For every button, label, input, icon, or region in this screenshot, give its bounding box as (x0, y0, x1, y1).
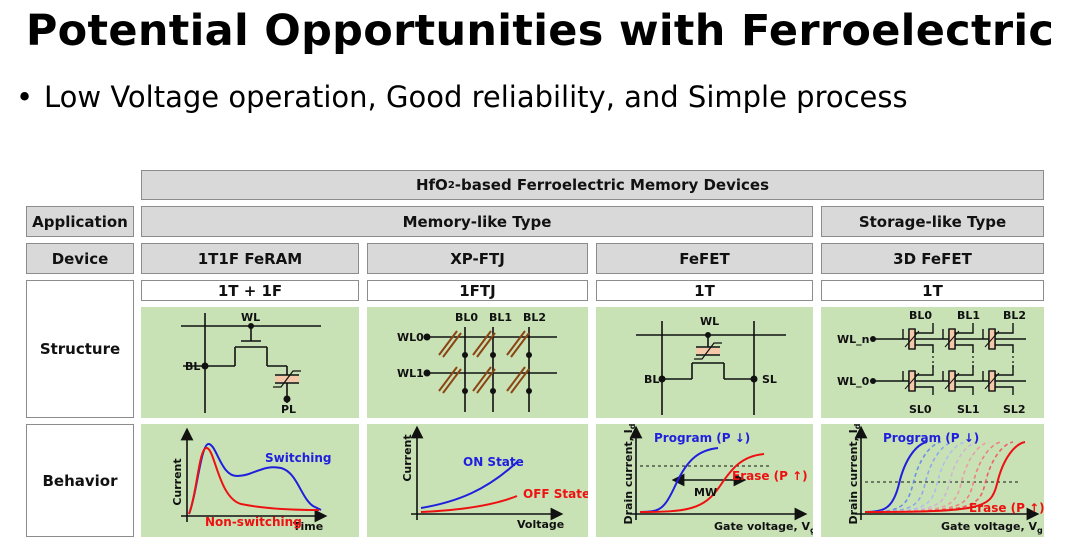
fefet3d-cell (942, 365, 974, 395)
feram-nonswitching-curve (188, 446, 320, 515)
fefet3d-bl2-label: BL2 (1003, 309, 1026, 322)
application-memory-like: Memory-like Type (141, 206, 813, 237)
device-config-3dfefet: 1T (821, 280, 1044, 301)
structure-fefet-panel: WL BL SL (596, 307, 813, 418)
ftj-bl1-label: BL1 (489, 311, 512, 324)
row-label-structure: Structure (26, 280, 134, 418)
row-label-behavior: Behavior (26, 424, 134, 537)
structure-feram-diagram: WL BL PL (181, 311, 321, 416)
fefet-mw-label: MW (694, 486, 717, 499)
device-name-xpftj: XP-FTJ (367, 243, 588, 274)
structure-xpftj-diagram: BL0 BL1 BL2 WL0 WL1 (397, 311, 557, 412)
behavior-fefet-panel: Drain current, Id Gate voltage, Vg Progr… (596, 424, 813, 537)
fefet-sl-label: SL (762, 373, 777, 386)
fefet-bl-label: BL (644, 373, 659, 386)
fefet3d-intermediate-curve (864, 441, 954, 513)
feram-nonswitching-label: Non-switching (205, 515, 302, 529)
device-name-feram: 1T1F FeRAM (141, 243, 359, 274)
behavior-xpftj-chart: Current Voltage ON State OFF State (401, 425, 588, 531)
fefet3d-intermediate-curve (864, 441, 978, 513)
fefet3d-wl0-label: WL_0 (837, 375, 870, 388)
ftj-off-curve (420, 495, 518, 513)
top-header-sub: 2 (447, 179, 455, 191)
fefet-wl-label: WL (700, 315, 719, 328)
top-header-prefix: HfO (415, 176, 448, 194)
bullet-text: Low Voltage operation, Good reliability,… (44, 80, 908, 114)
fefet-erase-label: Erase (P ↑) (732, 469, 808, 483)
fefet3d-cell (982, 365, 1014, 395)
fefet-xlabel: Gate voltage, Vg (714, 520, 813, 535)
behavior-feram-chart: Current Time Switching Non-switching (171, 427, 331, 533)
fefet3d-intermediate-curve (864, 441, 1002, 513)
fefet3d-intermediate-curve (864, 441, 1014, 513)
fefet3d-xlabel: Gate voltage, Vg (941, 520, 1043, 535)
ftj-off-label: OFF State (523, 487, 588, 501)
bullet-point: • Low Voltage operation, Good reliability… (16, 80, 908, 114)
ftj-bl2-label: BL2 (523, 311, 546, 324)
ftj-on-label: ON State (463, 455, 524, 469)
fefet3d-cell-diag (944, 372, 960, 390)
fefet3d-cell-diag (904, 330, 920, 348)
behavior-feram-panel: Current Time Switching Non-switching (141, 424, 359, 537)
fefet3d-intermediate-curve (864, 441, 966, 513)
behavior-3dfefet-chart: Drain current, Id Gate voltage, Vg Progr… (847, 424, 1044, 535)
ftj-xlabel: Voltage (517, 518, 564, 531)
page-title: Potential Opportunities with Ferroelectr… (25, 6, 1055, 56)
fefet3d-sl0-label: SL0 (909, 403, 932, 416)
fefet3d-bl0-label: BL0 (909, 309, 932, 322)
feram-switching-label: Switching (265, 451, 331, 465)
device-config-xpftj: 1FTJ (367, 280, 588, 301)
feram-wl-label: WL (241, 311, 260, 324)
row-label-application: Application (26, 206, 134, 237)
feram-xlabel: Time (293, 520, 323, 533)
feram-bl-label: BL (185, 360, 200, 373)
behavior-fefet-chart: Drain current, Id Gate voltage, Vg Progr… (622, 424, 813, 535)
fefet3d-cell-diag (944, 330, 960, 348)
ftj-on-curve (420, 461, 518, 509)
behavior-xpftj-panel: Current Voltage ON State OFF State (367, 424, 588, 537)
application-storage-like: Storage-like Type (821, 206, 1044, 237)
ftj-bl0-label: BL0 (455, 311, 478, 324)
top-header-suffix: -based Ferroelectric Memory Devices (454, 176, 770, 194)
behavior-3dfefet-panel: Drain current, Id Gate voltage, Vg Progr… (821, 424, 1044, 537)
fefet3d-cell (942, 323, 974, 353)
fefet3d-bl1-label: BL1 (957, 309, 980, 322)
row-label-device: Device (26, 243, 134, 274)
fefet3d-wln-label: WL_n (837, 333, 869, 346)
feram-ylabel: Current (171, 458, 184, 505)
ftj-ylabel: Current (401, 434, 414, 481)
structure-fefet-diagram: WL BL SL (636, 315, 786, 415)
fefet3d-program-curve (864, 441, 928, 513)
device-name-fefet: FeFET (596, 243, 813, 274)
device-config-feram: 1T + 1F (141, 280, 359, 301)
bullet-marker: • (16, 80, 34, 114)
feram-pl-label: PL (281, 403, 296, 416)
ftj-wl1-label: WL1 (397, 367, 424, 380)
structure-xpftj-panel: BL0 BL1 BL2 WL0 WL1 (367, 307, 588, 418)
fefet3d-cell-diag (904, 372, 920, 390)
fefet3d-ylabel: Drain current, Id (847, 424, 862, 525)
fefet-program-label: Program (P ↓) (654, 431, 750, 445)
structure-3dfefet-diagram: BL0 BL1 BL2 WL_n WL_0 SL0 SL1 SL2 (837, 309, 1026, 416)
structure-3dfefet-panel: BL0 BL1 BL2 WL_n WL_0 SL0 SL1 SL2 (821, 307, 1044, 418)
fefet3d-cell (902, 365, 934, 395)
fefet-erase-curve (639, 453, 765, 513)
fefet3d-cell-diag (984, 330, 1000, 348)
table-top-header: HfO 2 -based Ferroelectric Memory Devices (141, 170, 1044, 200)
fefet-ylabel: Drain current, Id (622, 424, 637, 525)
ftj-wl0-label: WL0 (397, 331, 424, 344)
fefet3d-cell (982, 323, 1014, 353)
device-config-fefet: 1T (596, 280, 813, 301)
fefet3d-sl1-label: SL1 (957, 403, 980, 416)
structure-feram-panel: WL BL PL (141, 307, 359, 418)
fefet3d-cell (902, 323, 934, 353)
fefet3d-program-label: Program (P ↓) (883, 431, 979, 445)
fefet3d-sl2-label: SL2 (1003, 403, 1026, 416)
fefet3d-erase-curve (864, 441, 1026, 513)
device-name-3dfefet: 3D FeFET (821, 243, 1044, 274)
fefet3d-erase-label: Erase (P ↑) (969, 501, 1044, 515)
fefet3d-cell-diag (984, 372, 1000, 390)
